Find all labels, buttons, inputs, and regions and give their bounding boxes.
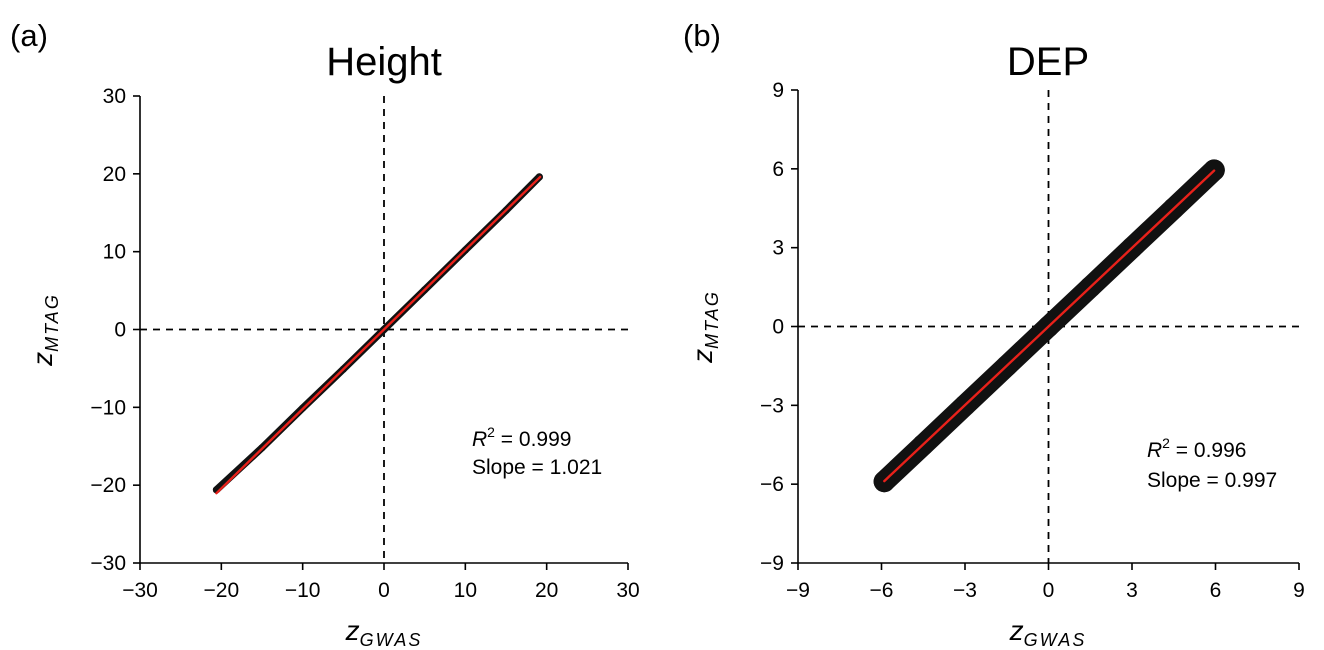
r-squared-annotation: R2 = 0.996 [1147, 435, 1246, 462]
x-tick-label: 3 [1126, 579, 1138, 602]
chart-title: Height [326, 40, 442, 84]
r-symbol: R [1147, 439, 1162, 462]
y-axis-label: zMTAG [27, 293, 62, 367]
x-axis-label-main: z [345, 615, 360, 646]
x-tick-label: −9 [786, 579, 810, 602]
x-tick-label: −20 [204, 579, 240, 602]
y-tick-label: −20 [90, 474, 126, 497]
y-axis-label: zMTAG [687, 290, 722, 364]
y-tick-label: −30 [90, 552, 126, 575]
y-tick-label: 20 [103, 163, 126, 186]
r-exponent: 2 [487, 424, 495, 440]
y-tick-label: 6 [772, 158, 784, 181]
y-tick-label: 0 [772, 316, 784, 339]
r-squared-value: = 0.999 [495, 428, 571, 451]
regression-line [883, 169, 1216, 483]
y-tick-label: 9 [772, 79, 784, 102]
x-axis-label: zGWAS [345, 615, 423, 650]
panel-label: (b) [683, 18, 721, 53]
y-tick-label: −9 [760, 552, 784, 575]
x-tick-label: 9 [1293, 579, 1305, 602]
x-tick-label: 20 [535, 579, 558, 602]
r-squared-annotation: R2 = 0.999 [472, 424, 571, 451]
y-axis-label-subscript: MTAG [702, 290, 722, 349]
y-axis-label-main: z [27, 352, 58, 367]
y-tick-label: 30 [103, 85, 126, 108]
slope-annotation: Slope = 0.997 [1147, 469, 1277, 492]
x-tick-label: 0 [378, 579, 390, 602]
r-exponent: 2 [1162, 435, 1170, 451]
x-axis-label-subscript: GWAS [360, 630, 423, 650]
chart-panel-1: (a) Height 30 20 10 0 −10 −20 −30 −30 −20 −10 0 10 20 3… [10, 18, 640, 650]
r-symbol: R [472, 428, 487, 451]
y-tick-label: 3 [772, 237, 784, 260]
regression-line [215, 175, 542, 495]
y-tick-label: −3 [760, 394, 784, 417]
panel-label: (a) [10, 18, 48, 53]
x-tick-label: −3 [953, 579, 977, 602]
x-tick-label: 6 [1210, 579, 1222, 602]
y-tick-label: −10 [90, 396, 126, 419]
x-axis-label: zGWAS [1009, 615, 1087, 650]
y-tick-label: −6 [760, 473, 784, 496]
r-squared-value: = 0.996 [1170, 439, 1246, 462]
x-tick-label: 30 [616, 579, 639, 602]
y-axis-label-main: z [687, 349, 718, 364]
x-axis-label-subscript: GWAS [1024, 630, 1087, 650]
slope-annotation: Slope = 1.021 [472, 456, 602, 479]
x-axis-label-main: z [1009, 615, 1024, 646]
x-tick-label: −10 [285, 579, 321, 602]
x-tick-label: −6 [870, 579, 894, 602]
chart-panel-2: (b) DEP 9 6 3 0 −3 −6 −9−9 −6 −3 0 3 6 9 R2 = 0.996 Slop… [683, 18, 1305, 650]
chart-title: DEP [1007, 40, 1089, 84]
x-tick-label: −30 [122, 579, 158, 602]
x-tick-label: 10 [454, 579, 477, 602]
y-tick-label: 0 [114, 319, 126, 342]
y-tick-label: 10 [103, 241, 126, 264]
x-tick-label: 0 [1043, 579, 1055, 602]
y-axis-label-subscript: MTAG [42, 293, 62, 352]
